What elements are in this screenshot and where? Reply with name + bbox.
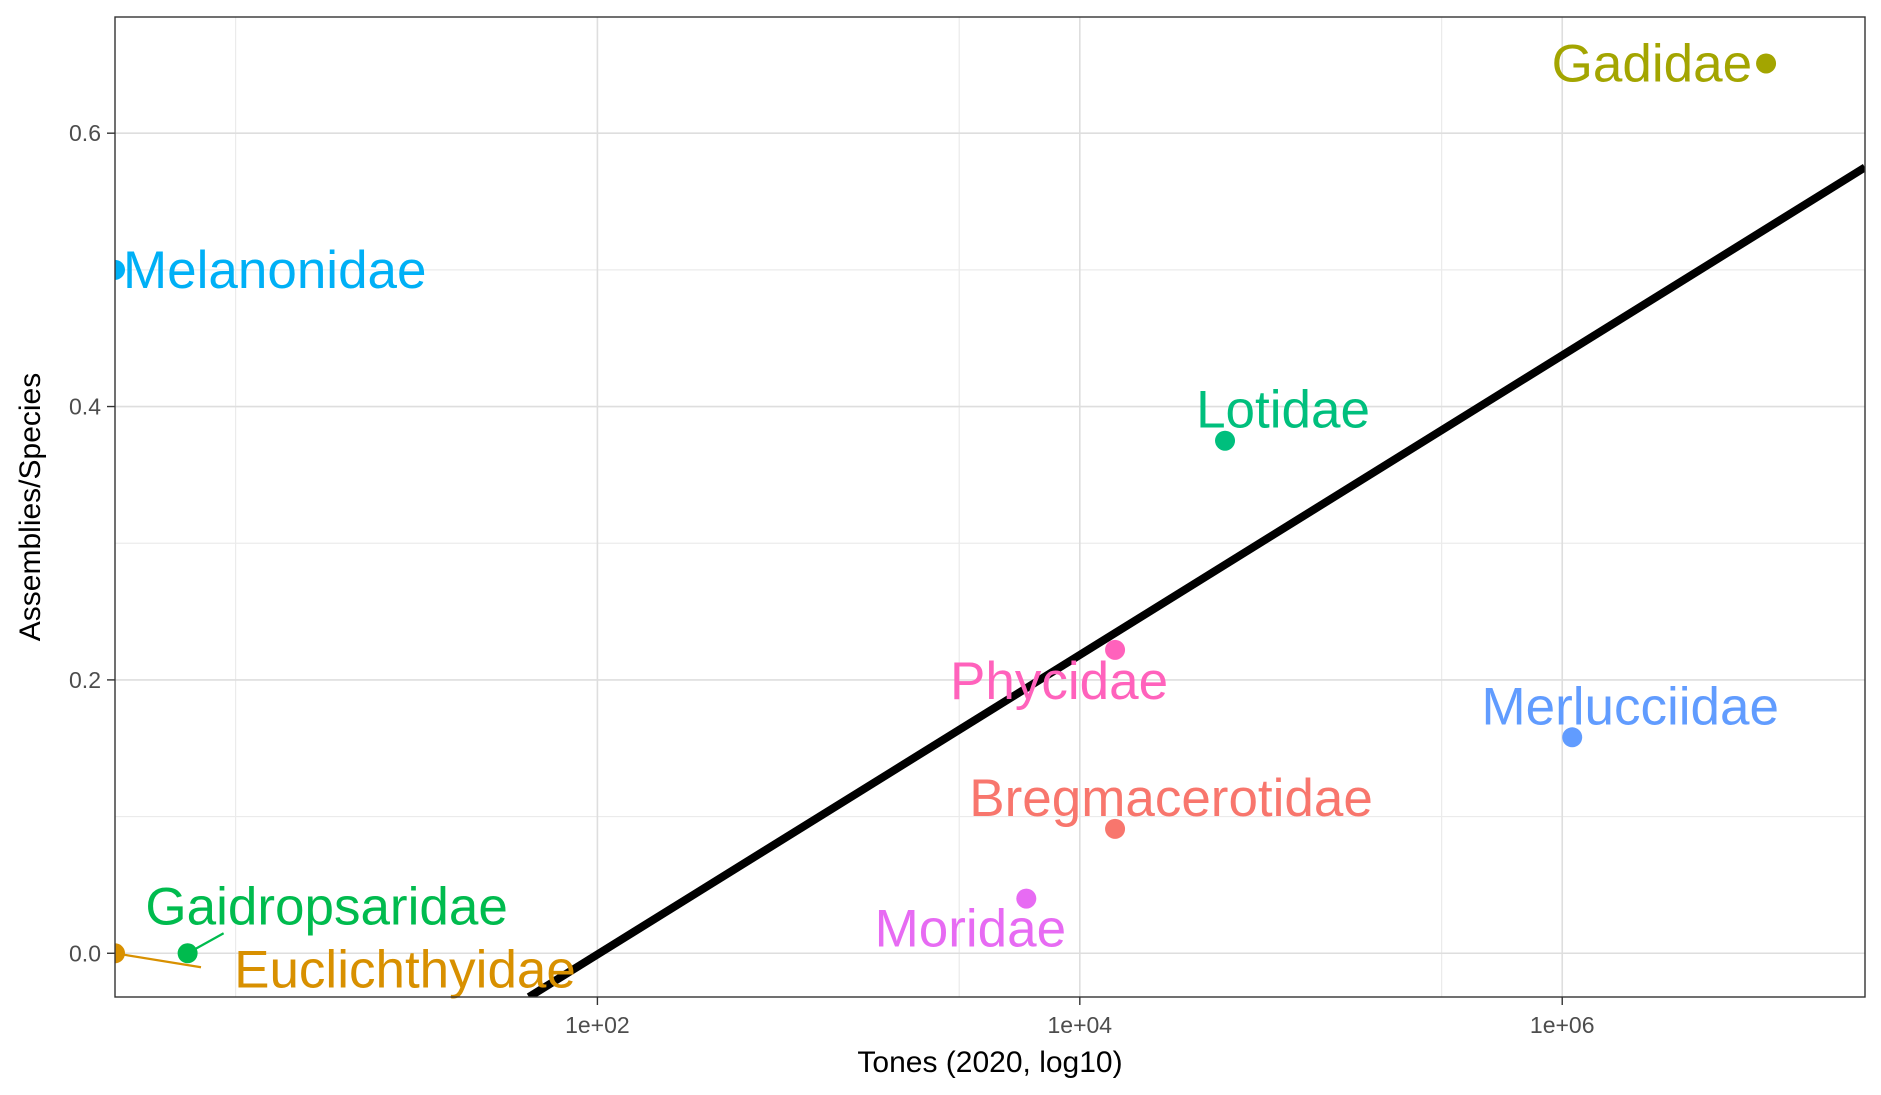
x-tick-label: 1e+04	[1048, 1012, 1113, 1038]
point-lotidae	[1215, 430, 1236, 451]
grid	[115, 17, 1865, 997]
point-bregmacerotidae	[1105, 818, 1126, 839]
point-label-lotidae: Lotidae	[1196, 381, 1370, 440]
plot-background	[115, 17, 1865, 997]
label-connector-euclichthyidae	[114, 952, 202, 969]
point-label-phycidae: Phycidae	[950, 652, 1168, 711]
data-points	[115, 53, 1777, 964]
trend-line	[526, 163, 1865, 997]
y-tick-label: 0.2	[69, 667, 101, 693]
point-label-melanonidae: Melanonidae	[123, 241, 427, 300]
point-phycidae	[1105, 639, 1126, 660]
point-label-gadidae: Gadidae	[1552, 34, 1752, 93]
point-labels: Gadidae Melanonidae Lotidae Phycidae Merlucc…	[114, 34, 1779, 999]
point-label-gaidropsaridae: Gaidropsaridae	[145, 877, 507, 936]
point-moridae	[1016, 888, 1037, 909]
point-merlucciidae	[1562, 727, 1583, 748]
x-tick-label: 1e+06	[1530, 1012, 1595, 1038]
x-axis-title: Tones (2020, log10)	[857, 1046, 1122, 1079]
x-tick-label: 1e+02	[565, 1012, 630, 1038]
plot-border	[114, 16, 1866, 998]
label-connector-gaidropsaridae	[187, 932, 225, 955]
y-tick-label: 0.4	[69, 394, 101, 420]
y-tick-label: 0.0	[69, 940, 101, 966]
trend-line-layer	[526, 163, 1865, 997]
point-label-merlucciidae: Merlucciidae	[1481, 677, 1779, 736]
point-label-bregmacerotidae: Bregmacerotidae	[969, 769, 1373, 828]
point-melanonidae	[115, 259, 125, 280]
y-tick-label: 0.6	[69, 120, 101, 146]
point-gadidae	[1756, 53, 1777, 74]
point-label-euclichthyidae: Euclichthyidae	[234, 940, 576, 999]
point-label-moridae: Moridae	[875, 900, 1066, 959]
axes: 1e+02 1e+04 1e+06 0.0 0.2 0.4 0.6	[69, 120, 1595, 1038]
y-axis-title: Assemblies/Species	[14, 373, 47, 641]
